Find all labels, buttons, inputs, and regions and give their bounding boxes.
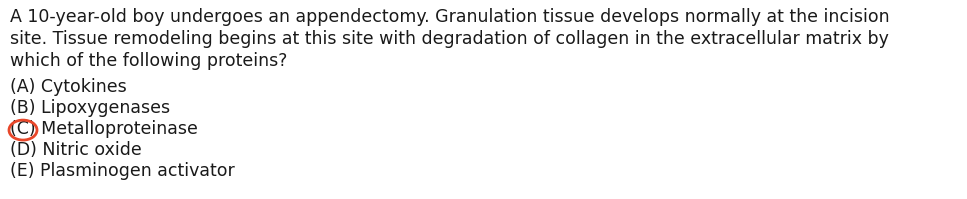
Text: which of the following proteins?: which of the following proteins? [10, 52, 287, 70]
Text: (E) Plasminogen activator: (E) Plasminogen activator [10, 162, 235, 180]
Text: (C) Metalloproteinase: (C) Metalloproteinase [10, 120, 198, 138]
Text: (A) Cytokines: (A) Cytokines [10, 78, 127, 96]
Text: A 10-year-old boy undergoes an appendectomy. Granulation tissue develops normall: A 10-year-old boy undergoes an appendect… [10, 8, 890, 26]
Text: (D) Nitric oxide: (D) Nitric oxide [10, 141, 142, 159]
Text: (B) Lipoxygenases: (B) Lipoxygenases [10, 99, 170, 117]
Text: site. Tissue remodeling begins at this site with degradation of collagen in the : site. Tissue remodeling begins at this s… [10, 30, 889, 48]
